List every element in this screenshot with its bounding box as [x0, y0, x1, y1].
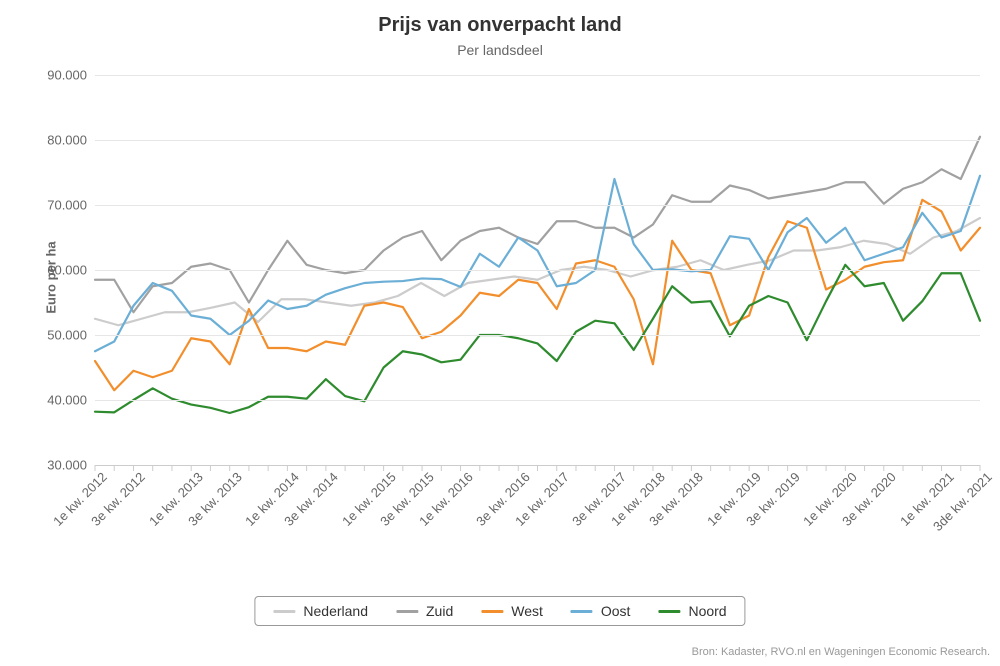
- legend-label: Nederland: [303, 603, 368, 619]
- legend-item[interactable]: Noord: [658, 603, 726, 619]
- legend-label: Oost: [601, 603, 631, 619]
- legend-item[interactable]: West: [481, 603, 543, 619]
- y-tick-label: 70.000: [47, 198, 95, 213]
- legend-swatch: [571, 610, 593, 613]
- series-line[interactable]: [95, 218, 980, 325]
- series-line[interactable]: [95, 137, 980, 313]
- plot-area: 30.00040.00050.00060.00070.00080.00090.0…: [95, 75, 980, 465]
- legend-label: Noord: [688, 603, 726, 619]
- gridline: [95, 400, 980, 401]
- gridline: [95, 205, 980, 206]
- y-tick-label: 60.000: [47, 263, 95, 278]
- chart-title: Prijs van onverpacht land: [0, 14, 1000, 37]
- gridline: [95, 335, 980, 336]
- chart-subtitle: Per landsdeel: [0, 42, 1000, 58]
- legend-item[interactable]: Oost: [571, 603, 631, 619]
- y-axis-label: Euro per ha: [44, 241, 59, 313]
- legend-swatch: [481, 610, 503, 613]
- legend-item[interactable]: Zuid: [396, 603, 453, 619]
- y-tick-label: 50.000: [47, 328, 95, 343]
- gridline: [95, 270, 980, 271]
- gridline: [95, 75, 980, 76]
- y-tick-label: 90.000: [47, 68, 95, 83]
- legend-label: West: [511, 603, 543, 619]
- series-line[interactable]: [95, 176, 980, 352]
- y-tick-label: 40.000: [47, 393, 95, 408]
- source-credit: Bron: Kadaster, RVO.nl en Wageningen Eco…: [692, 646, 990, 658]
- chart-container: Prijs van onverpacht land Per landsdeel …: [0, 0, 1000, 666]
- legend-swatch: [396, 610, 418, 613]
- gridline: [95, 140, 980, 141]
- y-tick-label: 80.000: [47, 133, 95, 148]
- legend-swatch: [658, 610, 680, 613]
- series-line[interactable]: [95, 200, 980, 390]
- legend-item[interactable]: Nederland: [273, 603, 368, 619]
- legend-swatch: [273, 610, 295, 613]
- legend: Nederland Zuid West Oost Noord: [254, 596, 745, 626]
- legend-label: Zuid: [426, 603, 453, 619]
- series-line[interactable]: [95, 265, 980, 413]
